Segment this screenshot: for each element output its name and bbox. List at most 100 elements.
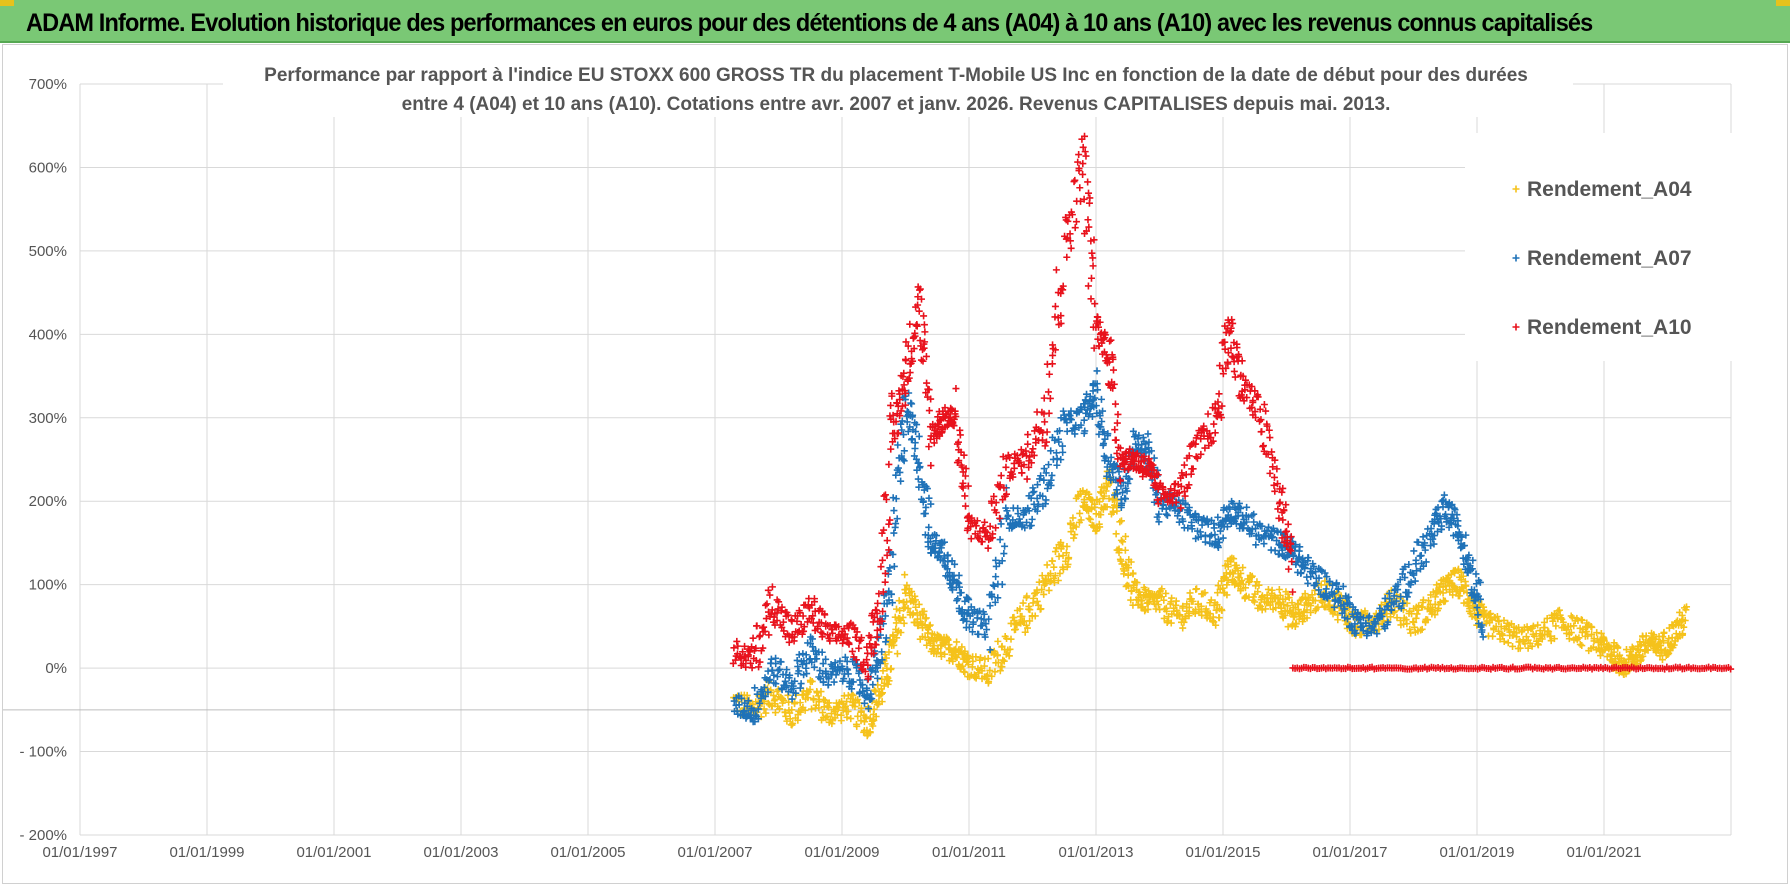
data-marker	[1117, 557, 1125, 565]
data-marker	[981, 633, 989, 641]
data-marker	[1119, 565, 1127, 573]
data-marker	[1116, 518, 1124, 526]
data-marker	[1430, 532, 1438, 540]
data-marker	[789, 682, 797, 690]
data-marker	[1403, 593, 1411, 601]
data-marker	[1129, 456, 1137, 464]
data-marker	[765, 677, 773, 685]
data-marker	[1014, 504, 1022, 512]
data-marker	[1122, 495, 1129, 503]
data-marker	[1541, 624, 1549, 632]
data-marker	[1193, 454, 1201, 462]
data-marker	[1258, 428, 1266, 436]
data-marker	[1683, 603, 1691, 611]
data-marker	[920, 344, 928, 352]
data-marker	[871, 640, 879, 648]
data-marker	[1588, 623, 1596, 631]
data-marker	[862, 713, 870, 721]
data-marker	[1025, 463, 1033, 471]
data-marker	[1036, 475, 1044, 483]
data-marker	[894, 464, 902, 472]
data-marker	[984, 544, 992, 552]
data-marker	[1122, 532, 1130, 540]
data-marker	[1072, 218, 1080, 226]
data-marker	[953, 638, 961, 646]
series-rendement-a04	[730, 466, 1691, 740]
data-marker	[921, 510, 929, 518]
data-marker	[1126, 445, 1134, 453]
data-marker	[885, 520, 893, 528]
data-marker	[778, 623, 786, 631]
data-marker	[1421, 539, 1429, 547]
data-marker	[819, 660, 827, 668]
data-marker	[776, 665, 784, 673]
data-marker	[786, 715, 794, 723]
data-marker	[998, 663, 1006, 671]
data-marker	[1523, 623, 1531, 631]
data-marker	[794, 662, 802, 670]
data-marker	[1567, 612, 1575, 620]
data-marker	[867, 633, 875, 641]
data-marker	[1109, 384, 1117, 392]
data-marker	[908, 435, 916, 443]
data-marker	[755, 663, 763, 671]
data-marker	[944, 551, 952, 559]
data-marker	[868, 695, 876, 703]
data-marker	[847, 715, 855, 723]
data-marker	[1117, 536, 1125, 544]
data-marker	[869, 681, 877, 689]
data-marker	[1129, 427, 1137, 435]
data-marker	[906, 320, 914, 328]
legend-background	[1465, 133, 1733, 361]
data-marker	[1082, 152, 1090, 160]
data-marker	[1100, 440, 1108, 448]
data-marker	[1349, 613, 1357, 621]
data-marker	[1063, 253, 1071, 261]
data-marker	[1197, 450, 1205, 458]
data-marker	[868, 644, 876, 652]
data-marker	[852, 720, 860, 728]
data-marker	[1088, 413, 1096, 421]
data-marker	[1255, 601, 1263, 609]
legend-label: Rendement_A07	[1527, 247, 1692, 270]
data-marker	[1127, 596, 1135, 604]
data-marker	[1578, 616, 1586, 624]
data-marker	[884, 674, 892, 682]
data-marker	[929, 637, 937, 645]
data-marker	[1681, 616, 1689, 624]
data-marker	[1101, 435, 1109, 443]
data-marker	[1215, 390, 1223, 398]
data-marker	[1334, 616, 1342, 624]
data-marker	[1191, 510, 1199, 518]
data-marker	[908, 355, 916, 363]
data-marker	[1550, 635, 1558, 643]
data-marker	[844, 666, 852, 674]
data-marker	[972, 674, 980, 682]
data-marker	[1144, 599, 1152, 607]
data-marker	[1158, 585, 1166, 593]
data-marker	[853, 628, 861, 636]
data-marker	[1181, 613, 1189, 621]
data-marker	[927, 549, 935, 557]
data-marker	[1048, 471, 1056, 479]
data-marker	[877, 625, 885, 633]
data-marker	[739, 648, 747, 656]
data-marker	[915, 432, 923, 440]
data-marker	[891, 613, 899, 621]
data-marker	[1469, 556, 1477, 564]
data-marker	[870, 716, 878, 724]
data-marker	[828, 720, 836, 728]
data-marker	[754, 705, 762, 713]
data-marker	[768, 606, 776, 614]
data-marker	[1570, 622, 1578, 630]
data-marker	[887, 401, 895, 409]
data-marker	[1029, 489, 1037, 497]
data-marker	[1048, 360, 1056, 368]
y-tick-label: 0%	[45, 660, 67, 677]
data-marker	[992, 573, 1000, 581]
data-marker	[1455, 536, 1463, 544]
data-marker	[914, 293, 922, 301]
data-marker	[1024, 624, 1032, 632]
data-marker	[1727, 665, 1735, 673]
data-marker	[906, 369, 914, 377]
